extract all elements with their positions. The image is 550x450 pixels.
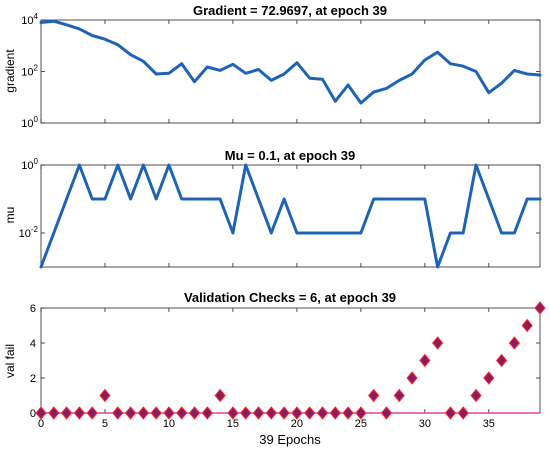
validation-y-tick-label: 6 — [30, 303, 36, 315]
validation-diamond-point — [316, 406, 329, 420]
epochs-x-axis-label: 39 Epochs — [259, 432, 321, 447]
validation-diamond-point — [393, 388, 405, 403]
validation-diamond-point — [444, 406, 457, 420]
validation-diamond-point — [240, 406, 252, 420]
validation-diamond-point — [380, 406, 393, 420]
gradient-y-axis-label: gradient — [3, 49, 17, 93]
validation-checks-subplot: Validation Checks = 6, at epoch 39 val f… — [3, 290, 546, 447]
mu-title: Mu = 0.1, at epoch 39 — [225, 148, 355, 163]
validation-diamond-point — [73, 406, 86, 420]
validation-diamond-point — [534, 301, 546, 315]
validation-diamond-point — [137, 406, 150, 420]
validation-y-axis-label: val fail — [3, 344, 17, 378]
mu-series-line — [39, 163, 542, 269]
validation-diamond-point — [483, 371, 495, 385]
validation-diamond-point — [99, 388, 111, 403]
validation-diamond-point — [406, 371, 418, 385]
validation-x-tick-label: 25 — [355, 418, 367, 430]
validation-y-tick-label: 0 — [30, 408, 36, 420]
validation-diamond-point — [457, 406, 469, 420]
validation-diamond-point — [521, 318, 533, 333]
validation-diamond-point — [304, 406, 316, 420]
validation-y-tick-label: 2 — [30, 373, 36, 385]
validation-diamond-point — [150, 406, 162, 420]
mu-axes-box — [40, 164, 541, 268]
validation-diamond-point — [60, 406, 73, 420]
validation-diamond-point — [176, 406, 188, 420]
validation-x-tick-label: 5 — [102, 418, 108, 430]
validation-x-tick-label: 0 — [38, 418, 44, 430]
validation-diamond-point — [227, 406, 239, 420]
validation-diamond-point — [431, 336, 444, 350]
validation-x-tick-label: 10 — [163, 418, 175, 430]
validation-diamond-point — [163, 406, 175, 420]
validation-x-tick-label: 35 — [483, 418, 495, 430]
validation-diamond-point — [48, 406, 60, 420]
validation-diamond-point — [112, 406, 124, 420]
validation-diamond-point — [342, 406, 354, 420]
validation-x-tick-label: 20 — [291, 418, 303, 430]
validation-title: Validation Checks = 6, at epoch 39 — [184, 290, 396, 305]
validation-y-tick-label: 4 — [30, 338, 36, 350]
validation-diamond-point — [508, 336, 521, 350]
validation-diamond-point — [495, 353, 508, 368]
validation-diamond-point — [291, 406, 303, 420]
validation-diamond-point — [35, 406, 47, 420]
validation-diamond-point — [355, 406, 367, 420]
validation-diamond-point — [329, 406, 341, 420]
gradient-series-line — [39, 19, 542, 105]
gradient-subplot: Gradient = 72.9697, at epoch 39 gradient… — [3, 3, 542, 130]
validation-diamond-point — [265, 406, 277, 420]
validation-diamond-point — [201, 406, 213, 420]
gradient-title: Gradient = 72.9697, at epoch 39 — [193, 3, 387, 18]
validation-diamond-point — [419, 353, 431, 368]
validation-diamond-point — [470, 388, 482, 403]
validation-x-tick-label: 30 — [419, 418, 431, 430]
validation-diamond-point — [124, 406, 137, 420]
mu-y-axis-label: mu — [3, 207, 17, 224]
validation-diamond-point — [252, 406, 265, 420]
validation-diamond-point — [278, 406, 290, 420]
validation-diamond-point — [214, 388, 226, 403]
validation-x-tick-label: 15 — [227, 418, 239, 430]
validation-diamond-point — [188, 406, 201, 420]
validation-diamond-point — [368, 388, 380, 403]
validation-diamond-point — [86, 406, 98, 420]
